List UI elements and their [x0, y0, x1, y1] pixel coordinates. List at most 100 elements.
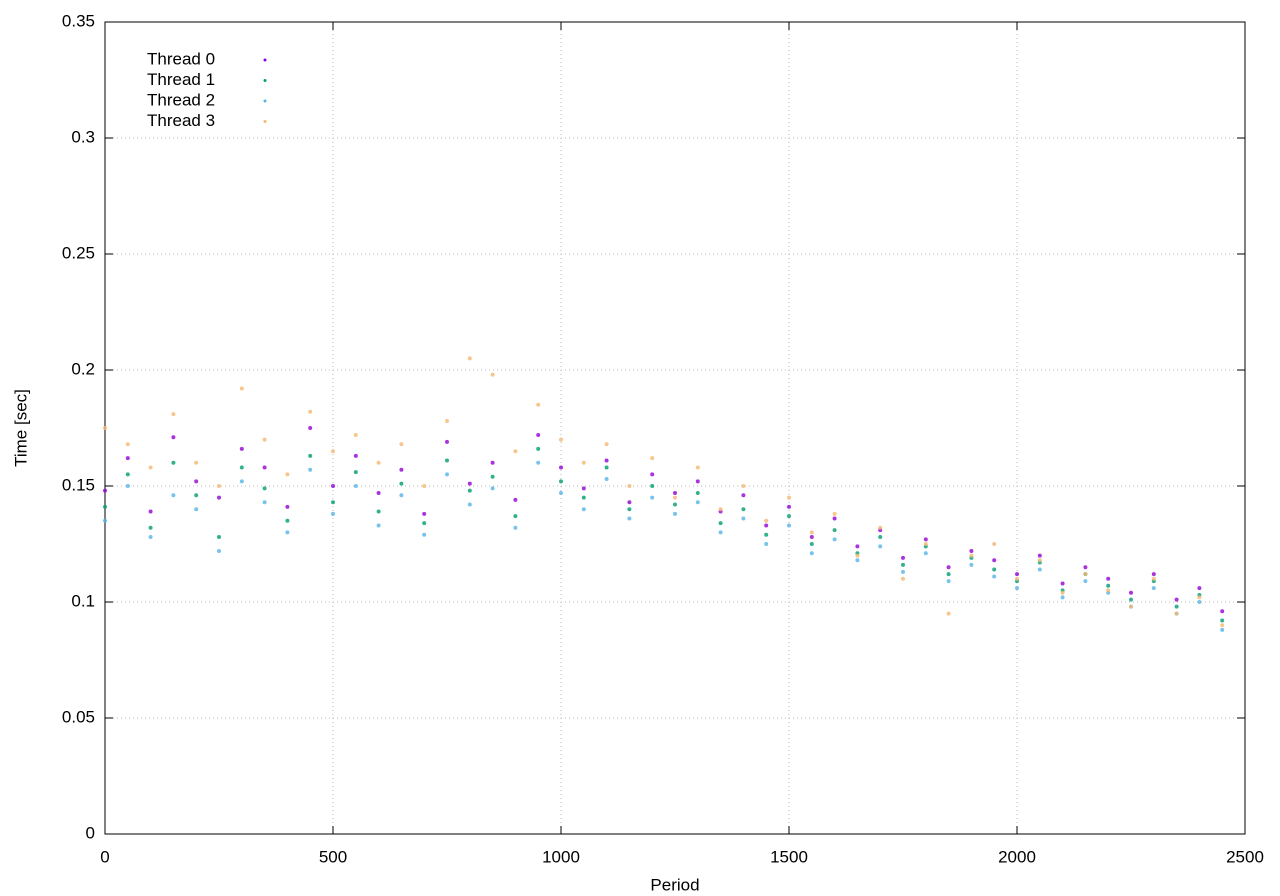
point	[399, 493, 404, 498]
point	[1129, 597, 1133, 602]
point	[285, 518, 290, 523]
y-tick-label: 0.35	[62, 11, 95, 30]
point	[103, 518, 107, 523]
point	[855, 553, 860, 558]
point	[1106, 588, 1111, 593]
point	[1220, 623, 1225, 628]
point	[832, 537, 837, 542]
point	[217, 484, 221, 488]
point	[239, 465, 244, 470]
point	[536, 402, 541, 407]
x-tick-label: 1500	[770, 847, 808, 866]
x-tick-label: 500	[319, 847, 347, 866]
point	[262, 465, 267, 470]
point	[1174, 604, 1179, 609]
point	[125, 442, 130, 447]
point	[673, 502, 677, 507]
point	[946, 572, 951, 577]
point	[901, 576, 905, 581]
point	[832, 516, 837, 521]
point	[809, 530, 814, 535]
point	[992, 567, 997, 572]
y-tick-label: 0.05	[62, 707, 95, 726]
point	[946, 565, 951, 570]
point	[741, 493, 746, 498]
plot-frame	[104, 21, 1246, 835]
point	[1197, 595, 1202, 600]
point	[946, 579, 951, 584]
point	[1037, 567, 1042, 572]
point	[125, 484, 130, 488]
point	[331, 511, 335, 516]
point	[1174, 611, 1179, 616]
point	[285, 472, 290, 477]
point	[673, 490, 677, 495]
point	[125, 456, 130, 461]
point	[194, 479, 199, 484]
legend-swatch	[263, 99, 267, 103]
y-tick-label: 0.1	[71, 591, 95, 610]
point	[832, 528, 837, 533]
point	[399, 442, 404, 447]
point	[171, 493, 176, 498]
point	[376, 490, 381, 495]
point	[923, 537, 928, 542]
point	[148, 465, 153, 470]
point	[103, 426, 107, 430]
point	[1220, 627, 1225, 632]
point	[399, 481, 404, 486]
point	[695, 500, 700, 505]
point	[445, 472, 449, 477]
y-tick-label: 0	[86, 823, 95, 842]
point	[559, 490, 563, 495]
point	[969, 553, 974, 558]
point	[262, 437, 267, 442]
x-tick-label: 1000	[542, 847, 580, 866]
y-tick-label: 0.2	[71, 359, 95, 378]
point	[878, 535, 883, 540]
point	[604, 442, 609, 447]
legend-label: Thread 0	[147, 49, 215, 68]
point	[467, 488, 472, 493]
point	[422, 521, 427, 526]
point	[1037, 553, 1042, 558]
point	[1083, 572, 1088, 577]
point	[809, 542, 814, 546]
point	[490, 486, 495, 491]
point	[718, 530, 723, 535]
point	[695, 465, 700, 470]
point	[764, 523, 769, 528]
point	[490, 372, 495, 377]
point	[376, 460, 381, 465]
point	[969, 548, 974, 553]
legend-label: Thread 2	[147, 90, 215, 109]
point	[1037, 558, 1042, 563]
point	[285, 504, 290, 509]
point	[627, 484, 632, 488]
point	[490, 474, 495, 479]
point	[467, 356, 472, 361]
point	[1083, 565, 1088, 570]
point	[331, 449, 335, 454]
x-tick-label: 2000	[998, 847, 1036, 866]
point	[764, 542, 769, 546]
point	[764, 518, 769, 523]
point	[399, 467, 404, 472]
point	[467, 502, 472, 507]
point	[536, 432, 541, 437]
point	[581, 460, 586, 465]
point	[901, 569, 905, 574]
point	[1106, 583, 1111, 588]
point	[650, 472, 655, 477]
point	[308, 426, 313, 430]
point	[171, 435, 176, 440]
point	[148, 509, 153, 514]
point	[445, 439, 449, 444]
legend-swatch	[263, 120, 267, 123]
point	[239, 479, 244, 484]
point	[809, 551, 814, 556]
point	[217, 548, 221, 553]
point	[331, 484, 335, 488]
point	[787, 514, 791, 519]
